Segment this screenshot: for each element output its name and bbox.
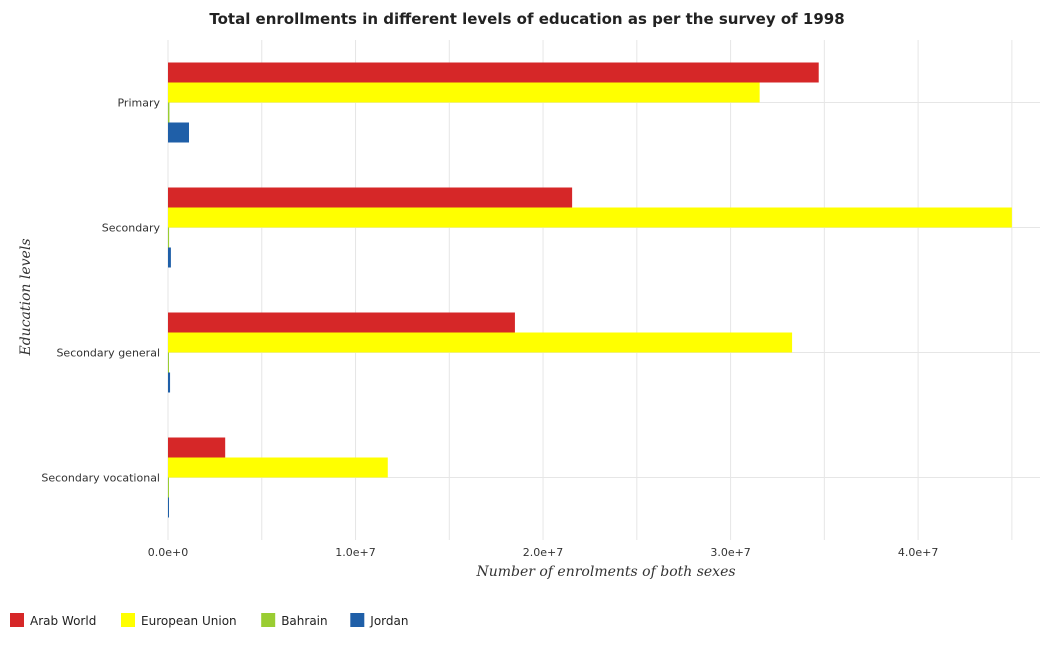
y-tick-label: Secondary (102, 222, 161, 235)
bar-bahrain (168, 352, 169, 373)
legend-item: European Union (121, 613, 237, 628)
y-tick-label: Secondary vocational (41, 472, 160, 485)
bar-european-union (168, 457, 388, 478)
legend-swatch (350, 613, 365, 627)
legend-label: European Union (141, 614, 237, 628)
x-tick-label: 2.0e+7 (523, 546, 563, 559)
x-tick-label: 4.0e+7 (898, 546, 938, 559)
bar-jordan (168, 497, 169, 518)
y-tick-label: Primary (117, 97, 160, 110)
y-axis-label: Education levels (18, 238, 34, 356)
x-tick-label: 3.0e+7 (710, 546, 750, 559)
bar-arab-world (168, 312, 515, 333)
bar-jordan (168, 372, 171, 393)
chart-title: Total enrollments in different levels of… (209, 10, 844, 28)
bar-european-union (168, 332, 793, 353)
bar-arab-world (168, 62, 819, 83)
legend-swatch (261, 613, 276, 627)
y-tick-label: Secondary general (56, 347, 160, 360)
legend-item: Bahrain (261, 613, 328, 628)
legend-item: Arab World (10, 613, 96, 628)
plot-area: Primary Secondary Secondary general Seconda… (41, 40, 1040, 559)
x-tick-label: 1.0e+7 (335, 546, 375, 559)
x-tick-label: 0.0e+0 (148, 546, 188, 559)
legend-swatch (121, 613, 135, 627)
legend-label: Arab World (30, 614, 96, 628)
legend: Arab World European Union Bahrain Jordan (10, 613, 408, 628)
bar-jordan (168, 247, 171, 268)
bar-arab-world (168, 187, 573, 208)
legend-label: Jordan (369, 614, 408, 628)
bar-jordan (168, 122, 190, 143)
bar-bahrain (168, 102, 170, 123)
legend-swatch (10, 613, 24, 627)
legend-item: Jordan (350, 613, 408, 628)
x-axis-label: Number of enrolments of both sexes (475, 564, 735, 580)
bar-bahrain (168, 477, 169, 498)
legend-label: Bahrain (281, 614, 327, 628)
bar-european-union (168, 82, 760, 103)
bar-arab-world (168, 437, 226, 458)
bar-bahrain (168, 227, 170, 248)
bar-european-union (168, 207, 1012, 228)
